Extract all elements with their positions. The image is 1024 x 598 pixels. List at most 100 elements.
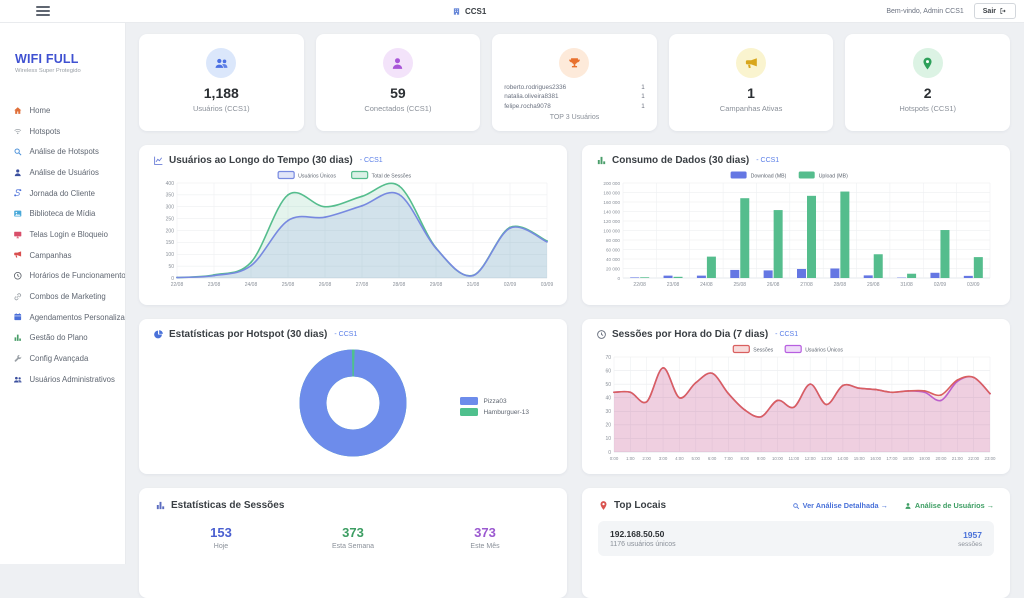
session-stat-label: Esta Semana	[287, 543, 419, 550]
pin-icon	[913, 48, 943, 78]
session-stat-label: Este Mês	[419, 543, 551, 550]
sidebar-nav: Home Hotspots Análise de Hotspots Anális…	[0, 100, 125, 390]
svg-text:13:00: 13:00	[821, 456, 833, 461]
chart-scope: - CCS1	[756, 157, 779, 164]
wifi-icon	[13, 126, 23, 136]
sidebar-item-label: Agendamentos Personalizados	[30, 313, 126, 322]
svg-text:160 000: 160 000	[603, 200, 620, 205]
svg-text:140 000: 140 000	[603, 209, 620, 214]
svg-text:20: 20	[605, 423, 611, 429]
svg-text:4:00: 4:00	[675, 456, 684, 461]
svg-text:Download (MB): Download (MB)	[751, 173, 787, 179]
stat-card-value: 59	[316, 85, 481, 101]
sidebar-item-biblioteca-de-midia[interactable]: Biblioteca de Mídia	[0, 203, 125, 224]
svg-text:20 000: 20 000	[606, 266, 620, 271]
bar-chart-icon	[155, 500, 166, 511]
chart-scope: - CCS1	[775, 331, 798, 338]
sidebar-item-agendamentos-personalizados[interactable]: Agendamentos Personalizados	[0, 307, 125, 328]
sidebar-item-gestao-do-plano[interactable]: Gestão do Plano	[0, 328, 125, 349]
chart-scope: - CCS1	[334, 331, 357, 338]
users-icon	[13, 375, 23, 385]
welcome-text: Bem-vindo, Admin CCS1	[886, 8, 963, 15]
svg-text:27/08: 27/08	[356, 282, 369, 288]
sidebar: WIFI FULL Wireless Super Protegido Home …	[0, 22, 126, 564]
top-local-row[interactable]: 192.168.50.50 1176 usuários únicos 1957 …	[598, 521, 994, 556]
svg-text:400: 400	[166, 181, 175, 187]
svg-text:02/09: 02/09	[504, 282, 517, 288]
sidebar-item-analise-de-usuarios[interactable]: Análise de Usuários	[0, 162, 125, 183]
svg-text:60 000: 60 000	[606, 247, 620, 252]
donut-legend: Pizza03 Hamburguer-13	[460, 394, 529, 419]
legend-label: Pizza03	[483, 398, 506, 405]
logout-label: Sair	[983, 8, 996, 15]
svg-text:23/08: 23/08	[208, 282, 221, 288]
stat-card-hotspots-ccs1-: 2 Hotspots (CCS1)	[845, 34, 1010, 131]
sidebar-item-analise-de-hotspots[interactable]: Análise de Hotspots	[0, 141, 125, 162]
session-stat: 373 Este Mês	[419, 525, 551, 550]
svg-text:Sessões: Sessões	[753, 347, 773, 353]
main-content: 1,188 Usuários (CCS1) 59 Conectados (CCS…	[125, 22, 1024, 564]
sidebar-item-combos-de-marketing[interactable]: Combos de Marketing	[0, 286, 125, 307]
magnifier-icon	[792, 502, 800, 510]
top3-count: 1	[641, 102, 645, 111]
photos-icon	[13, 209, 23, 219]
svg-text:350: 350	[166, 193, 175, 199]
svg-text:50: 50	[168, 264, 174, 270]
hotspot-donut-chart: Pizza03 Hamburguer-13	[153, 342, 553, 464]
link-analise-de-usuarios-[interactable]: Análise de Usuários →	[904, 501, 994, 510]
sidebar-item-telas-login-e-bloqueio[interactable]: Telas Login e Bloqueio	[0, 224, 125, 245]
svg-text:6:00: 6:00	[708, 456, 717, 461]
brand-tagline: Wireless Super Protegido	[15, 68, 125, 74]
donut	[294, 344, 412, 462]
chart-title: Estatísticas por Hotspot (30 dias)	[169, 329, 327, 340]
legend-swatch	[460, 397, 478, 405]
sidebar-item-usuarios-administrativos[interactable]: Usuários Administrativos	[0, 369, 125, 390]
link-ver-analise-detalhada-[interactable]: Ver Análise Detalhada →	[792, 501, 888, 510]
legend-item: Hamburguer-13	[460, 408, 529, 416]
top3-count: 1	[641, 92, 645, 101]
sidebar-item-config-avancada[interactable]: Config Avançada	[0, 348, 125, 369]
svg-text:120 000: 120 000	[603, 219, 620, 224]
svg-text:18:00: 18:00	[903, 456, 915, 461]
svg-text:40: 40	[605, 396, 611, 402]
svg-text:50: 50	[605, 382, 611, 388]
sidebar-item-label: Horários de Funcionamento	[30, 271, 126, 280]
sidebar-item-horarios-de-funcionamento[interactable]: Horários de Funcionamento	[0, 266, 125, 287]
bar-chart-icon	[596, 155, 607, 166]
chart-title: Consumo de Dados (30 dias)	[612, 155, 749, 166]
svg-text:24/08: 24/08	[245, 282, 258, 288]
session-stat-label: Hoje	[155, 543, 287, 550]
chart-scope: - CCS1	[360, 157, 383, 164]
app-title: CCS1	[452, 7, 486, 16]
sidebar-item-hotspots[interactable]: Hotspots	[0, 121, 125, 142]
chart-title: Sessões por Hora do Dia (7 dias)	[612, 329, 768, 340]
svg-text:7:00: 7:00	[724, 456, 733, 461]
sidebar-item-campanhas[interactable]: Campanhas	[0, 245, 125, 266]
stat-card-label: Campanhas Ativas	[669, 104, 834, 113]
person-icon	[13, 168, 23, 178]
clock-icon	[596, 329, 607, 340]
svg-text:Usuários Únicos: Usuários Únicos	[805, 346, 843, 353]
sidebar-item-jornada-do-cliente[interactable]: Jornada do Cliente	[0, 183, 125, 204]
session-stat-value: 373	[287, 525, 419, 540]
menu-icon[interactable]	[36, 4, 50, 18]
pin-icon	[598, 500, 609, 511]
person-icon	[904, 502, 912, 510]
sidebar-item-label: Análise de Hotspots	[30, 147, 99, 156]
logout-button[interactable]: Sair	[974, 3, 1016, 19]
svg-text:Usuários Únicos: Usuários Únicos	[298, 172, 336, 179]
person-icon	[383, 48, 413, 78]
legend-label: Hamburguer-13	[483, 409, 529, 416]
svg-text:31/08: 31/08	[900, 282, 913, 288]
bar-chart-icon	[13, 333, 23, 343]
sidebar-item-home[interactable]: Home	[0, 100, 125, 121]
svg-text:24/08: 24/08	[700, 282, 713, 288]
